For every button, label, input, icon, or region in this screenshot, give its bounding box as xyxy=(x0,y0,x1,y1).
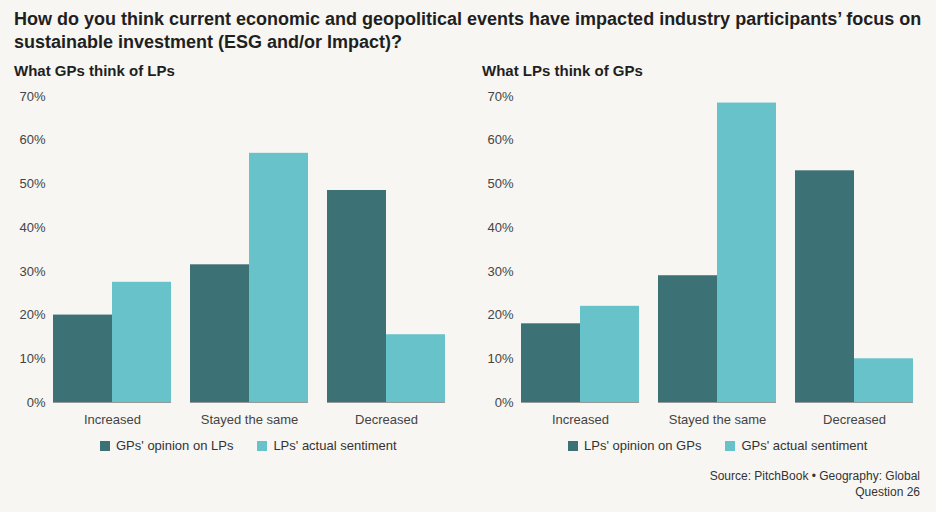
html-text:GPs' opinion on LPs: GPs' opinion on LPs xyxy=(116,437,234,453)
svg-text:70%: 70% xyxy=(19,89,45,104)
html-text:GPs' actual sentiment: GPs' actual sentiment xyxy=(741,437,868,453)
svg-text:0%: 0% xyxy=(27,395,46,410)
svg-text:10%: 10% xyxy=(19,351,45,366)
html-text:LPs' opinion on GPs: LPs' opinion on GPs xyxy=(584,437,702,453)
svg-text:20%: 20% xyxy=(487,307,513,322)
html-text:LPs' actual sentiment: LPs' actual sentiment xyxy=(273,437,397,453)
svg-text:Decreased: Decreased xyxy=(823,412,886,427)
svg-text:50%: 50% xyxy=(487,176,513,191)
svg-text:60%: 60% xyxy=(487,132,513,147)
svg-text:20%: 20% xyxy=(19,307,45,322)
svg-text:Stayed the same: Stayed the same xyxy=(201,412,299,427)
html-text:What LPs think of GPs: What LPs think of GPs xyxy=(482,62,643,79)
svg-text:10%: 10% xyxy=(487,351,513,366)
html-text:Question 26: Question 26 xyxy=(855,485,920,499)
html-text:How do you think current econo: How do you think current economic and ge… xyxy=(14,9,922,52)
svg-text:0%: 0% xyxy=(495,395,514,410)
svg-text:Decreased: Decreased xyxy=(355,412,418,427)
html-text:What GPs think of LPs: What GPs think of LPs xyxy=(14,62,175,79)
html-text:Source: PitchBook • Geography:: Source: PitchBook • Geography: Global xyxy=(709,469,920,483)
svg-text:Stayed the same: Stayed the same xyxy=(669,412,767,427)
svg-text:40%: 40% xyxy=(487,220,513,235)
svg-text:Increased: Increased xyxy=(84,412,141,427)
svg-text:40%: 40% xyxy=(19,220,45,235)
svg-text:30%: 30% xyxy=(19,264,45,279)
svg-text:70%: 70% xyxy=(487,89,513,104)
svg-text:50%: 50% xyxy=(19,176,45,191)
svg-text:Increased: Increased xyxy=(552,412,609,427)
svg-text:30%: 30% xyxy=(487,264,513,279)
svg-text:60%: 60% xyxy=(19,132,45,147)
